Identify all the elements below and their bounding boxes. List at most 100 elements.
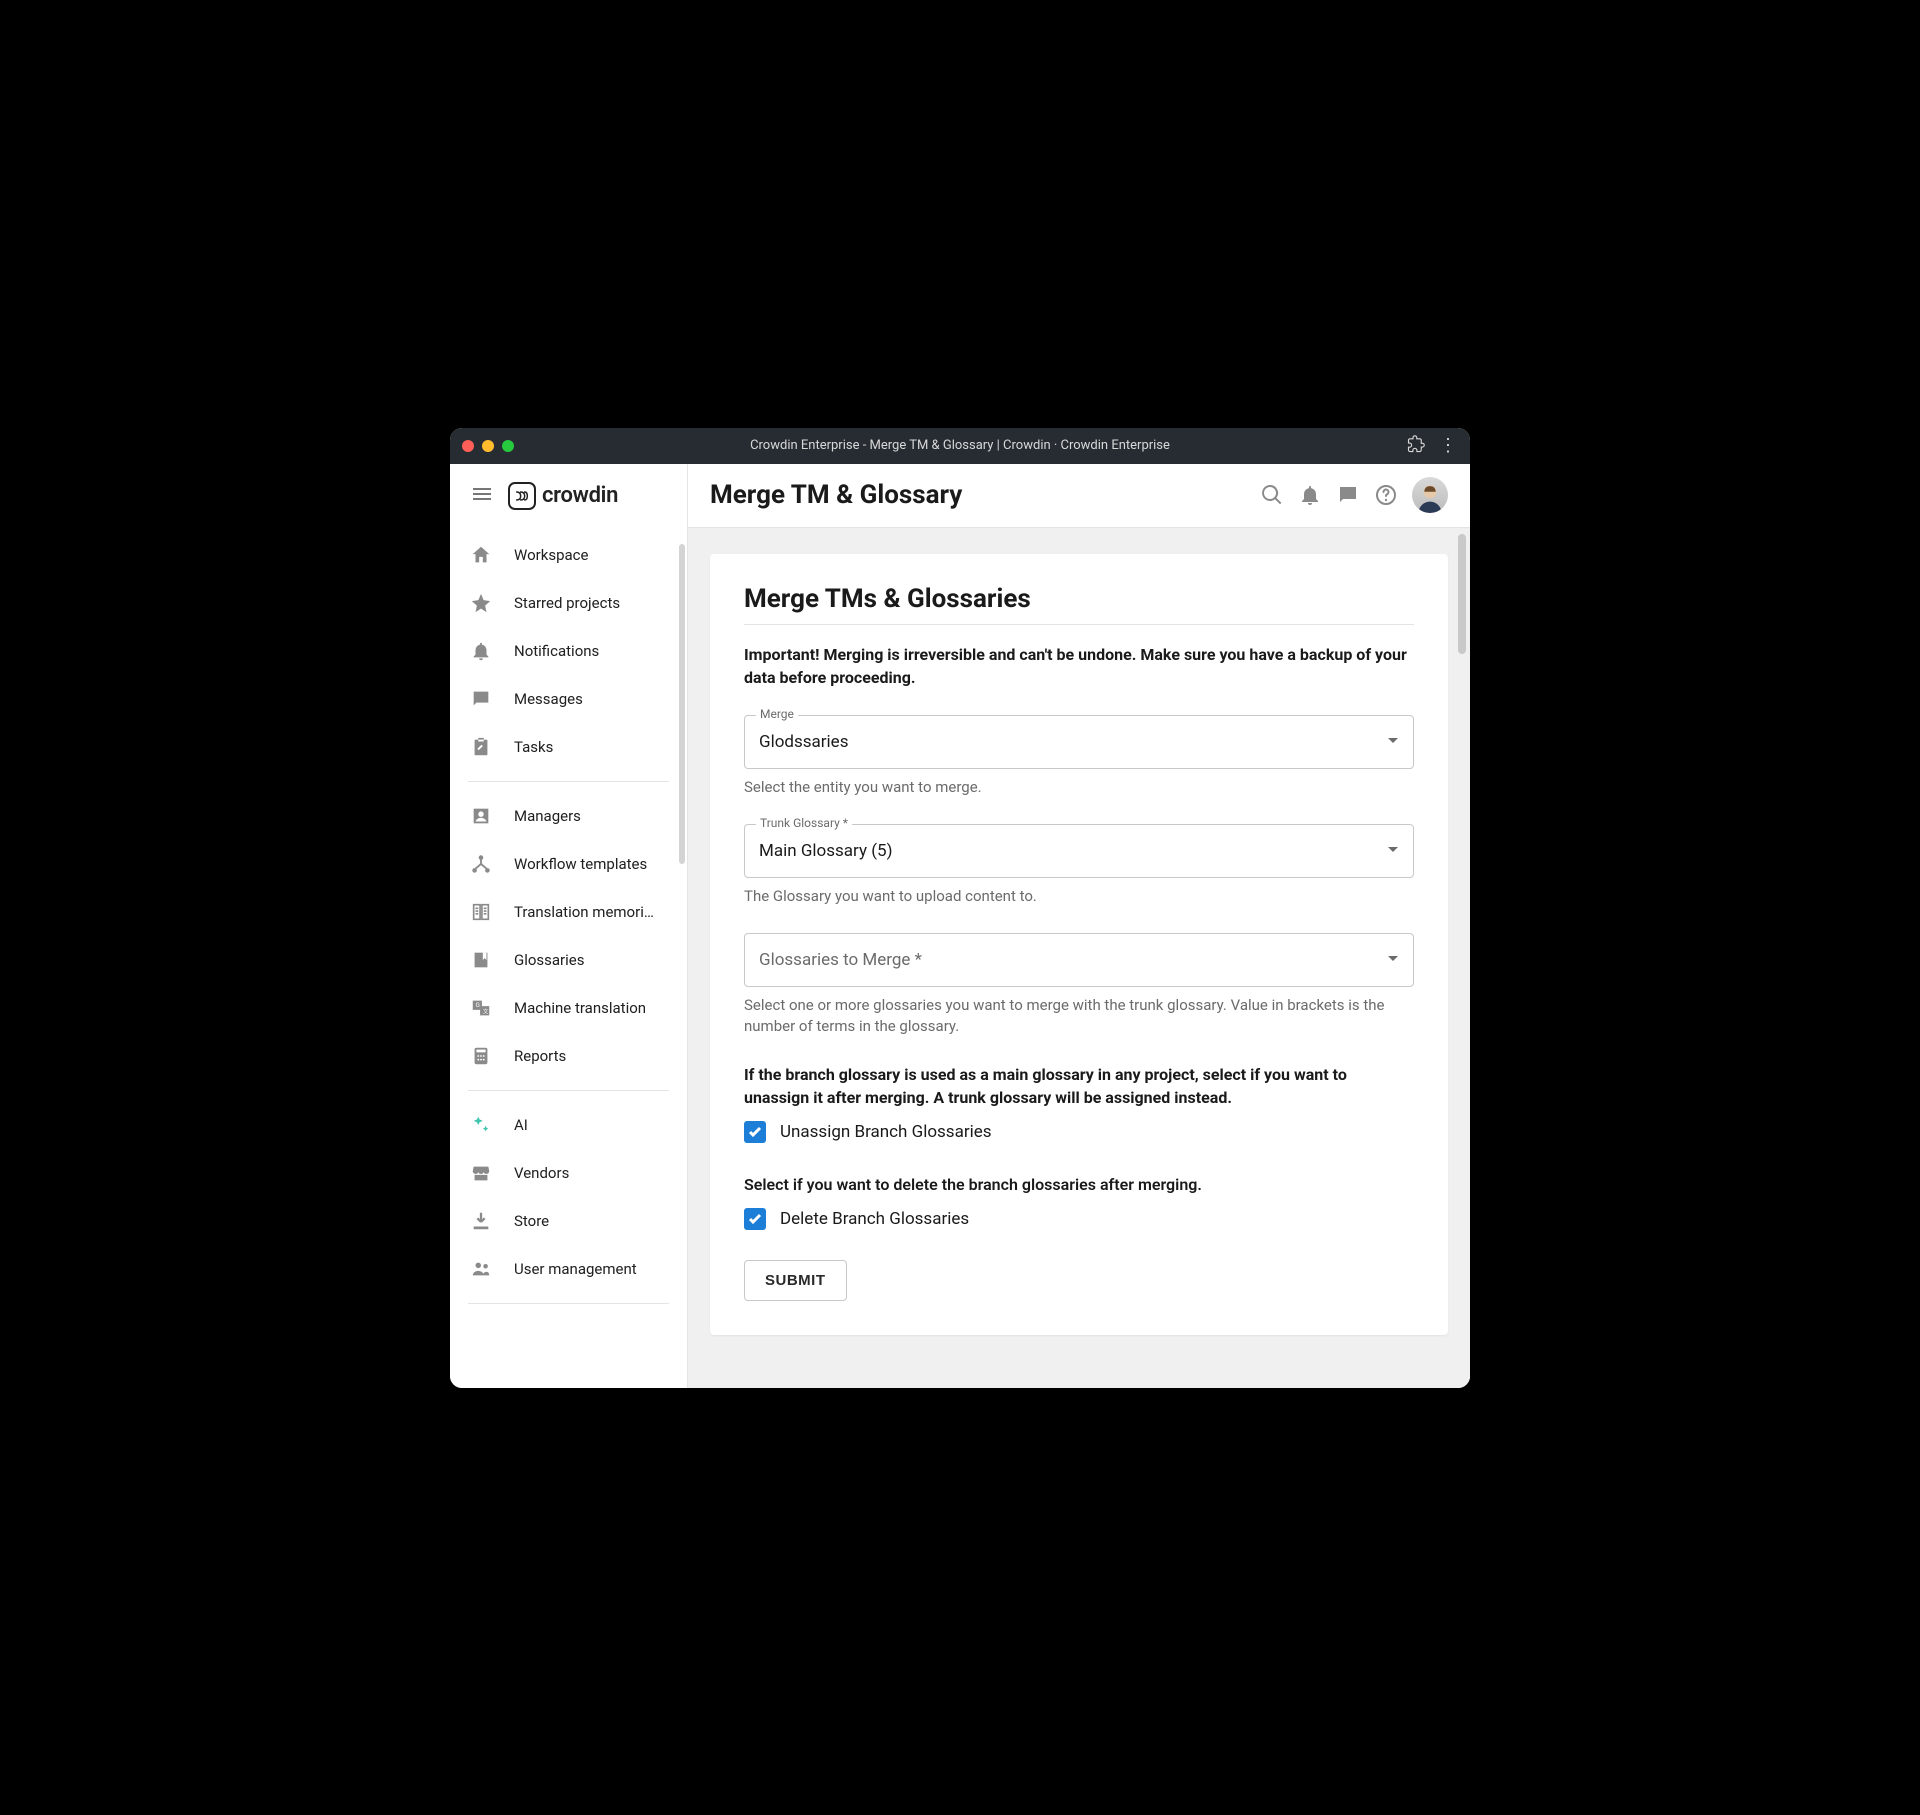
sidebar-item-label: Notifications: [514, 642, 599, 660]
window-title: Crowdin Enterprise - Merge TM & Glossary…: [450, 438, 1470, 453]
unassign-row: Unassign Branch Glossaries: [744, 1121, 1414, 1143]
sidebar-item-messages[interactable]: Messages: [450, 675, 687, 723]
browser-menu-icon[interactable]: ⋮: [1439, 435, 1458, 456]
trunk-select[interactable]: Main Glossary (5): [744, 824, 1414, 878]
main-scrollbar[interactable]: [1458, 534, 1466, 654]
sidebar: crowdin Workspace Starred projects Notif…: [450, 464, 688, 1388]
chat-icon: [470, 688, 492, 710]
card-heading: Merge TMs & Glossaries: [744, 584, 1414, 614]
home-icon: [470, 544, 492, 566]
sidebar-divider: [468, 1303, 669, 1304]
star-icon: [470, 592, 492, 614]
help-icon[interactable]: [1374, 483, 1398, 507]
notifications-icon[interactable]: [1298, 483, 1322, 507]
sidebar-item-glossaries[interactable]: Glossaries: [450, 936, 687, 984]
delete-checkbox[interactable]: [744, 1208, 766, 1230]
sidebar-item-label: Reports: [514, 1047, 566, 1065]
minimize-window-button[interactable]: [482, 440, 494, 452]
trunk-select-value: Main Glossary (5): [759, 841, 893, 861]
sidebar-item-starred[interactable]: Starred projects: [450, 579, 687, 627]
clipboard-icon: [470, 736, 492, 758]
sidebar-item-users[interactable]: User management: [450, 1245, 687, 1293]
submit-button[interactable]: SUBMIT: [744, 1260, 847, 1301]
sidebar-item-label: Starred projects: [514, 594, 620, 612]
sidebar-item-notifications[interactable]: Notifications: [450, 627, 687, 675]
logo-mark-icon: [508, 482, 536, 510]
sidebar-item-ai[interactable]: AI: [450, 1101, 687, 1149]
sidebar-scrollbar[interactable]: [679, 544, 685, 864]
brand-name: crowdin: [542, 483, 618, 508]
window-controls: [462, 440, 514, 452]
trunk-field-label: Trunk Glossary *: [756, 816, 852, 830]
sidebar-item-store[interactable]: Store: [450, 1197, 687, 1245]
sidebar-item-managers[interactable]: Managers: [450, 792, 687, 840]
content-area: Merge TMs & Glossaries Important! Mergin…: [688, 528, 1470, 1388]
to-merge-placeholder: Glossaries to Merge *: [759, 950, 922, 970]
close-window-button[interactable]: [462, 440, 474, 452]
unassign-text: If the branch glossary is used as a main…: [744, 1063, 1414, 1109]
delete-label: Delete Branch Glossaries: [780, 1209, 969, 1229]
sidebar-item-label: AI: [514, 1116, 528, 1134]
person-icon: [470, 805, 492, 827]
sidebar-item-reports[interactable]: Reports: [450, 1032, 687, 1080]
merge-select-value: Glodssaries: [759, 732, 848, 752]
chevron-down-icon: [1387, 841, 1399, 861]
topbar: Merge TM & Glossary: [688, 464, 1470, 528]
sidebar-item-mt[interactable]: G文 Machine translation: [450, 984, 687, 1032]
workflow-icon: [470, 853, 492, 875]
bookmark-book-icon: [470, 949, 492, 971]
sidebar-item-label: Glossaries: [514, 951, 585, 969]
sidebar-divider: [468, 1090, 669, 1091]
messages-icon[interactable]: [1336, 483, 1360, 507]
search-icon[interactable]: [1260, 483, 1284, 507]
titlebar: Crowdin Enterprise - Merge TM & Glossary…: [450, 428, 1470, 464]
page-title: Merge TM & Glossary: [710, 480, 962, 510]
sidebar-item-label: Vendors: [514, 1164, 569, 1182]
user-avatar[interactable]: [1412, 477, 1448, 513]
people-icon: [470, 1258, 492, 1280]
book-lines-icon: [470, 901, 492, 923]
trunk-helper: The Glossary you want to upload content …: [744, 886, 1414, 907]
chevron-down-icon: [1387, 950, 1399, 970]
sidebar-item-label: Machine translation: [514, 999, 646, 1017]
unassign-checkbox[interactable]: [744, 1121, 766, 1143]
bell-icon: [470, 640, 492, 662]
storefront-icon: [470, 1162, 492, 1184]
delete-row: Delete Branch Glossaries: [744, 1208, 1414, 1230]
to-merge-select[interactable]: Glossaries to Merge *: [744, 933, 1414, 987]
merge-helper: Select the entity you want to merge.: [744, 777, 1414, 798]
menu-toggle-icon[interactable]: [470, 482, 494, 510]
sidebar-item-tasks[interactable]: Tasks: [450, 723, 687, 771]
sidebar-item-label: Workflow templates: [514, 855, 647, 873]
download-icon: [470, 1210, 492, 1232]
merge-select[interactable]: Glodssaries: [744, 715, 1414, 769]
sidebar-item-workspace[interactable]: Workspace: [450, 531, 687, 579]
sidebar-item-label: Workspace: [514, 546, 588, 564]
sidebar-item-label: Translation memori…: [514, 903, 654, 921]
sidebar-item-vendors[interactable]: Vendors: [450, 1149, 687, 1197]
translate-icon: G文: [470, 997, 492, 1019]
sidebar-item-label: Managers: [514, 807, 581, 825]
sparkle-icon: [470, 1114, 492, 1136]
divider: [744, 624, 1414, 625]
trunk-field: Trunk Glossary * Main Glossary (5): [744, 824, 1414, 878]
sidebar-item-workflow[interactable]: Workflow templates: [450, 840, 687, 888]
sidebar-divider: [468, 781, 669, 782]
brand-logo[interactable]: crowdin: [508, 482, 618, 510]
app-window: Crowdin Enterprise - Merge TM & Glossary…: [450, 428, 1470, 1388]
to-merge-helper: Select one or more glossaries you want t…: [744, 995, 1414, 1037]
merge-card: Merge TMs & Glossaries Important! Mergin…: [710, 554, 1448, 1336]
to-merge-field: Glossaries to Merge *: [744, 933, 1414, 987]
maximize-window-button[interactable]: [502, 440, 514, 452]
sidebar-item-label: Messages: [514, 690, 583, 708]
warning-text: Important! Merging is irreversible and c…: [744, 643, 1414, 689]
sidebar-item-tm[interactable]: Translation memori…: [450, 888, 687, 936]
sidebar-item-label: User management: [514, 1260, 637, 1278]
extension-icon[interactable]: [1407, 435, 1425, 457]
sidebar-item-label: Store: [514, 1212, 549, 1230]
delete-text: Select if you want to delete the branch …: [744, 1173, 1414, 1196]
merge-field-label: Merge: [756, 707, 798, 721]
merge-field: Merge Glodssaries: [744, 715, 1414, 769]
chevron-down-icon: [1387, 732, 1399, 752]
svg-text:G: G: [476, 1001, 480, 1009]
